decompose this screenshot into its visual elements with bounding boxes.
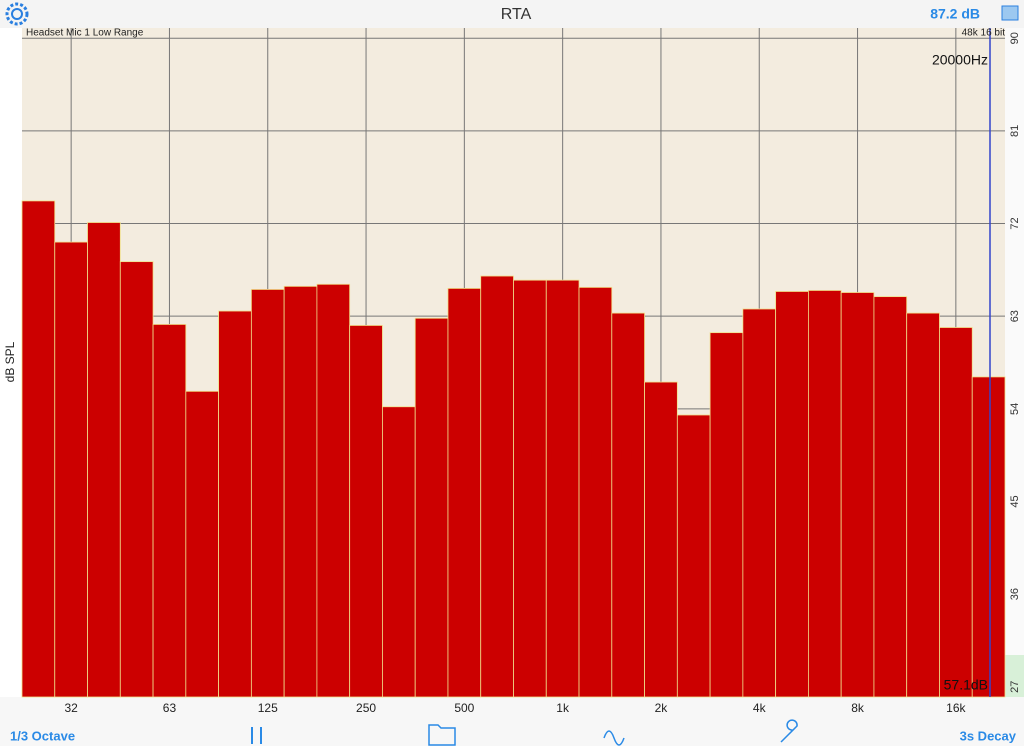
bar: [447, 287, 482, 698]
pause-button[interactable]: [251, 727, 262, 744]
x-tick-label: 2k: [655, 701, 669, 715]
axis-strip: [1005, 28, 1024, 697]
bar: [709, 332, 744, 698]
bar: [316, 283, 351, 698]
y-tick-label: 54: [1009, 403, 1021, 415]
bar: [742, 308, 777, 698]
octave-button[interactable]: 1/3 Octave: [10, 728, 75, 743]
gear-outer: [5, 2, 29, 26]
decay-button[interactable]: 3s Decay: [960, 728, 1017, 743]
x-tick-label: 125: [258, 701, 278, 715]
y-tick-label: 63: [1009, 310, 1021, 322]
y-tick-label: 27: [1009, 681, 1021, 693]
bar: [971, 376, 1006, 698]
tools-button[interactable]: [780, 719, 798, 743]
bar: [218, 310, 252, 698]
share-icon[interactable]: [1001, 5, 1019, 21]
x-tick-label: 1k: [556, 701, 570, 715]
bar: [644, 381, 678, 698]
y-tick-label: 90: [1009, 32, 1021, 44]
format-label: 48k 16 bit: [962, 28, 1006, 39]
bar: [283, 285, 318, 698]
bar: [349, 325, 383, 698]
x-tick-label: 8k: [851, 701, 865, 715]
x-tick-label: 250: [356, 701, 376, 715]
pause-bar: [251, 727, 253, 744]
bar: [873, 296, 908, 698]
top-bar: [0, 0, 1024, 28]
bar: [119, 261, 154, 698]
bar: [906, 312, 940, 698]
y-axis-label: dB SPL: [3, 341, 17, 382]
folder-button[interactable]: [428, 724, 456, 746]
bar: [382, 406, 416, 698]
bar: [775, 291, 809, 698]
y-tick-label: 45: [1009, 495, 1021, 507]
bar: [152, 324, 187, 698]
bar: [545, 279, 580, 698]
bar: [939, 327, 973, 698]
input-label: Headset Mic 1 Low Range: [26, 28, 144, 39]
cursor-frequency: 20000Hz: [932, 52, 988, 68]
gear-inner: [11, 8, 23, 20]
scale-swatch: [1005, 655, 1024, 697]
x-tick-label: 63: [163, 701, 177, 715]
bar: [185, 390, 219, 698]
x-tick-label: 32: [64, 701, 78, 715]
y-tick-label: 36: [1009, 588, 1021, 600]
bar: [54, 241, 88, 698]
bar: [611, 312, 645, 698]
bar: [808, 290, 842, 698]
bar: [87, 222, 121, 698]
bar: [414, 317, 449, 698]
toolbar: [0, 697, 1024, 746]
bar: [840, 292, 875, 698]
bar: [578, 286, 613, 698]
settings-icon[interactable]: [5, 2, 29, 26]
x-tick-label: 16k: [946, 701, 966, 715]
y-tick-label: 81: [1009, 125, 1021, 137]
curve-button[interactable]: [603, 730, 625, 746]
y-tick-label: 72: [1009, 217, 1021, 229]
x-tick-label: 4k: [753, 701, 767, 715]
pause-bar: [260, 727, 262, 744]
x-tick-label: 500: [454, 701, 474, 715]
bar: [513, 279, 547, 698]
cursor-level: 57.1dB: [944, 677, 988, 693]
level-readout: 87.2 dB: [930, 6, 980, 22]
bar: [480, 275, 514, 698]
bar: [676, 414, 711, 698]
bar: [21, 200, 56, 698]
app-title: RTA: [501, 6, 532, 23]
bar: [250, 289, 285, 698]
